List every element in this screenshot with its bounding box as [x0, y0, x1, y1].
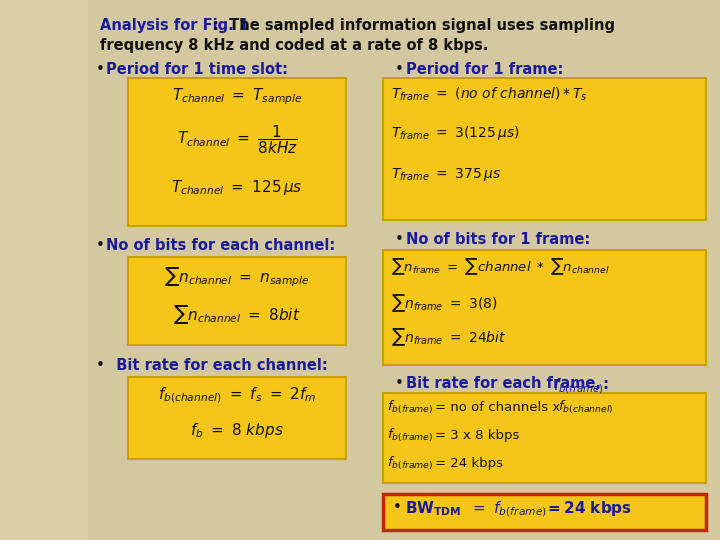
Text: $\mathbf{BW_{TDM}}$: $\mathbf{BW_{TDM}}$: [405, 499, 462, 518]
FancyBboxPatch shape: [383, 78, 706, 220]
Text: Analysis for Fig. 1: Analysis for Fig. 1: [100, 18, 249, 33]
Text: Bit rate for each frame,: Bit rate for each frame,: [406, 376, 606, 391]
Text: •: •: [96, 62, 105, 77]
Text: $f_{b(channel)}$: $f_{b(channel)}$: [558, 399, 613, 416]
Text: $\sum n_{frame}\ =\ 3(8)$: $\sum n_{frame}\ =\ 3(8)$: [391, 292, 498, 314]
FancyBboxPatch shape: [383, 250, 706, 365]
Text: Period for 1 time slot:: Period for 1 time slot:: [106, 62, 288, 77]
Bar: [88, 0, 720, 540]
Text: $\sum n_{channel}\ =\ n_{sample}$: $\sum n_{channel}\ =\ n_{sample}$: [164, 265, 310, 288]
FancyBboxPatch shape: [128, 377, 346, 459]
Text: $f_{b(frame)}$: $f_{b(frame)}$: [387, 399, 433, 416]
Text: Bit rate for each channel:: Bit rate for each channel:: [106, 358, 328, 373]
Text: = 24 kbps: = 24 kbps: [435, 457, 503, 470]
FancyBboxPatch shape: [128, 78, 346, 226]
Text: $T_{channel}\ =\ T_{sample}$: $T_{channel}\ =\ T_{sample}$: [172, 86, 302, 106]
Text: $T_{channel}\ =\ \dfrac{1}{8kHz}$: $T_{channel}\ =\ \dfrac{1}{8kHz}$: [176, 123, 297, 156]
Text: $T_{channel}\ =\ 125\,\mu s$: $T_{channel}\ =\ 125\,\mu s$: [171, 178, 303, 197]
Text: $T_{frame}\ =\ 375\,\mu s$: $T_{frame}\ =\ 375\,\mu s$: [391, 166, 501, 183]
Text: :: :: [598, 377, 609, 392]
Text: $f_{b(frame)}$: $f_{b(frame)}$: [387, 427, 433, 444]
Text: $\mathbf{= 24\ kbps}$: $\mathbf{= 24\ kbps}$: [545, 499, 632, 518]
Text: •: •: [395, 62, 404, 77]
Text: = 3 x 8 kbps: = 3 x 8 kbps: [435, 429, 519, 442]
Text: Period for 1 frame:: Period for 1 frame:: [406, 62, 563, 77]
Bar: [0, 0, 88, 540]
Text: •: •: [395, 232, 404, 247]
Text: frequency 8 kHz and coded at a rate of 8 kbps.: frequency 8 kHz and coded at a rate of 8…: [100, 38, 488, 53]
Text: No of bits for each channel:: No of bits for each channel:: [106, 238, 336, 253]
Text: $\ =\ \mathit{f_{b(frame)}}$: $\ =\ \mathit{f_{b(frame)}}$: [465, 499, 546, 518]
FancyBboxPatch shape: [383, 393, 706, 483]
Text: $T_{frame}\ =\ 3(125\,\mu s)$: $T_{frame}\ =\ 3(125\,\mu s)$: [391, 124, 520, 142]
Text: $\sum n_{channel}\ =\ 8bit$: $\sum n_{channel}\ =\ 8bit$: [174, 303, 301, 326]
Text: $\sum n_{frame}\ =\ 24bit$: $\sum n_{frame}\ =\ 24bit$: [391, 326, 506, 348]
Text: •: •: [96, 238, 105, 253]
Text: = no of channels x: = no of channels x: [435, 401, 564, 414]
Text: $T_{frame}\ =\ (no\ of\ channel) * T_s$: $T_{frame}\ =\ (no\ of\ channel) * T_s$: [391, 86, 588, 103]
FancyBboxPatch shape: [383, 494, 706, 530]
Text: •: •: [96, 358, 105, 373]
Text: $f_{b(channel)}\ =\ f_s\ =\ 2f_m$: $f_{b(channel)}\ =\ f_s\ =\ 2f_m$: [158, 385, 316, 404]
Text: $f_{b(frame)}$: $f_{b(frame)}$: [387, 455, 433, 472]
Text: No of bits for 1 frame:: No of bits for 1 frame:: [406, 232, 590, 247]
Text: :  The sampled information signal uses sampling: : The sampled information signal uses sa…: [213, 18, 615, 33]
FancyBboxPatch shape: [128, 257, 346, 345]
Text: •: •: [395, 376, 404, 391]
Text: $\sum n_{frame}\ =\ \sum channel\ *\ \sum n_{channel}$: $\sum n_{frame}\ =\ \sum channel\ *\ \su…: [391, 256, 610, 276]
Text: $f_b\ =\ 8\ kbps$: $f_b\ =\ 8\ kbps$: [190, 421, 284, 440]
Text: •: •: [393, 500, 402, 515]
Text: $f_{b(frame)}$: $f_{b(frame)}$: [553, 376, 604, 396]
